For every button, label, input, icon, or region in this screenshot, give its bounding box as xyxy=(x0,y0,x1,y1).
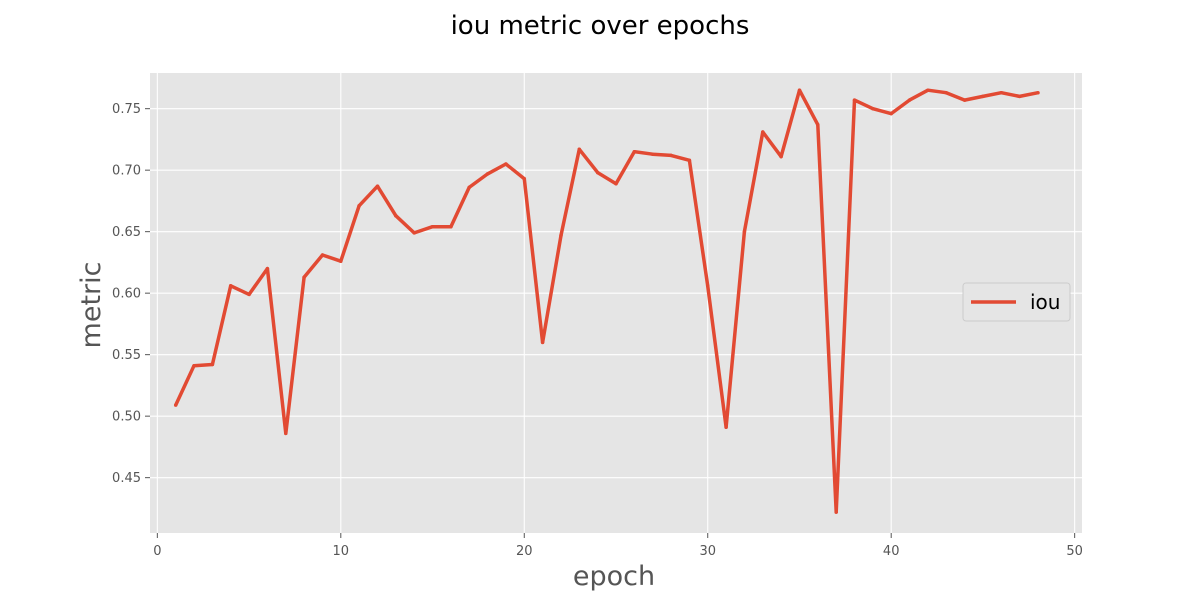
data-point xyxy=(779,154,783,159)
data-point xyxy=(357,204,361,208)
data-point xyxy=(761,130,765,134)
data-point xyxy=(834,510,838,514)
data-point xyxy=(687,158,692,163)
data-point xyxy=(926,88,930,92)
y-tick-label: 0.75 xyxy=(112,102,141,117)
y-axis-title: metric xyxy=(76,262,107,349)
data-point xyxy=(871,106,875,111)
data-point xyxy=(284,431,288,436)
series-layer xyxy=(173,88,1040,514)
y-tick-label: 0.45 xyxy=(112,471,141,486)
data-point xyxy=(889,111,893,116)
y-tick-label: 0.60 xyxy=(112,287,141,302)
data-point xyxy=(192,363,196,368)
y-tick-label: 0.70 xyxy=(112,164,141,179)
grid xyxy=(150,73,1082,533)
data-point xyxy=(852,98,857,102)
data-point xyxy=(430,224,435,229)
data-point xyxy=(467,185,471,190)
x-tick-label: 20 xyxy=(516,544,533,559)
data-point xyxy=(302,275,306,279)
y-tick-label: 0.55 xyxy=(112,348,141,363)
data-point xyxy=(742,229,747,234)
x-axis: 0 10 20 30 40 50 xyxy=(153,533,1083,559)
y-axis: 0.45 0.50 0.55 0.60 0.65 0.70 0.75 xyxy=(112,102,150,486)
chart-title: iou metric over epochs xyxy=(451,11,750,41)
data-point xyxy=(797,88,802,92)
data-point xyxy=(944,90,948,95)
x-tick-label: 40 xyxy=(883,544,900,559)
data-point xyxy=(650,152,655,156)
data-point xyxy=(614,181,618,186)
legend: iou xyxy=(962,282,1071,322)
data-point xyxy=(632,149,637,154)
y-tick-label: 0.50 xyxy=(112,410,141,425)
data-point xyxy=(577,147,582,152)
x-tick-label: 50 xyxy=(1066,544,1083,559)
data-point xyxy=(504,162,508,166)
data-point xyxy=(449,224,453,229)
data-point xyxy=(320,253,325,257)
data-point xyxy=(907,98,912,102)
data-point xyxy=(816,122,820,127)
data-point xyxy=(522,177,527,181)
data-point xyxy=(705,284,710,288)
data-point xyxy=(247,292,251,297)
data-point xyxy=(210,362,215,367)
x-tick-label: 0 xyxy=(153,544,161,559)
data-point xyxy=(724,425,728,429)
data-point xyxy=(981,94,985,99)
data-point xyxy=(412,231,416,235)
data-point xyxy=(265,266,270,271)
data-point xyxy=(559,233,563,238)
x-tick-label: 10 xyxy=(333,544,350,559)
data-point xyxy=(1017,94,1022,99)
data-point xyxy=(339,259,343,263)
y-tick-label: 0.65 xyxy=(112,225,141,240)
data-point xyxy=(485,172,490,176)
x-axis-title: epoch xyxy=(573,561,655,592)
data-point xyxy=(962,98,967,102)
data-point xyxy=(595,170,600,175)
data-point xyxy=(394,213,398,218)
data-point xyxy=(669,153,673,158)
data-point xyxy=(1036,90,1040,95)
data-point xyxy=(228,284,233,288)
data-point xyxy=(999,90,1004,95)
legend-box xyxy=(962,282,1071,322)
x-tick-label: 30 xyxy=(699,544,716,559)
data-point xyxy=(540,340,545,345)
data-point xyxy=(375,184,380,188)
plot-area xyxy=(150,73,1082,533)
series-line-iou xyxy=(174,88,1039,514)
legend-label-iou: iou xyxy=(1030,290,1060,314)
data-point xyxy=(173,403,178,407)
